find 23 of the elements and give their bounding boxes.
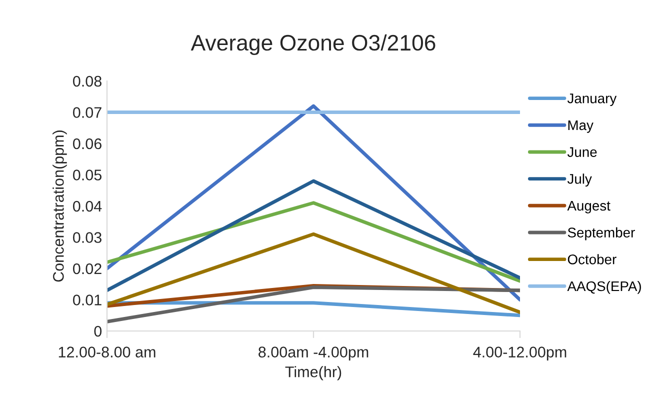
y-tick-label: 0 bbox=[94, 326, 102, 337]
x-tick-label: 4.00-12.00pm bbox=[473, 346, 566, 361]
y-axis-title: Concentratration(ppm) bbox=[52, 130, 67, 282]
x-axis-title: Time(hr) bbox=[285, 366, 342, 380]
legend-label: July bbox=[567, 174, 592, 187]
legend-label: June bbox=[567, 147, 597, 157]
y-tick-label: 0.08 bbox=[73, 76, 102, 87]
legend-label: AAQS(EPA) bbox=[567, 280, 641, 294]
y-tick-label: 0.04 bbox=[73, 200, 102, 212]
y-tick-label: 0.01 bbox=[73, 294, 102, 306]
y-tick-label: 0.05 bbox=[73, 170, 102, 180]
y-tick-label: 0.02 bbox=[73, 263, 102, 274]
y-tick-label: 0.07 bbox=[73, 107, 102, 118]
legend-label: September bbox=[568, 227, 635, 240]
x-tick-label: 8.00am -4.00pm bbox=[258, 346, 368, 361]
y-tick-label: 0.06 bbox=[73, 138, 102, 150]
legend-label: May bbox=[568, 120, 594, 133]
legend-label: October bbox=[568, 254, 616, 264]
legend-label: Augest bbox=[567, 200, 610, 214]
y-tick-label: 0.03 bbox=[73, 232, 102, 243]
chart-title: Average Ozone O3/2106 bbox=[190, 34, 436, 56]
x-tick-label: 12.00-8.00 am bbox=[58, 346, 156, 358]
legend-label: January bbox=[567, 94, 617, 106]
